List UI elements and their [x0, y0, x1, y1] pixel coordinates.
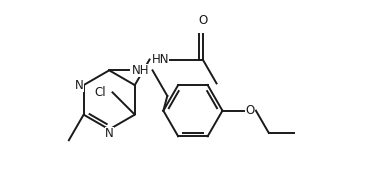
Text: N: N [75, 79, 84, 92]
Text: Cl: Cl [94, 86, 106, 99]
Text: O: O [198, 14, 208, 27]
Text: HN: HN [152, 53, 169, 66]
Text: O: O [246, 104, 255, 117]
Text: N: N [105, 127, 114, 140]
Text: NH: NH [132, 64, 150, 77]
